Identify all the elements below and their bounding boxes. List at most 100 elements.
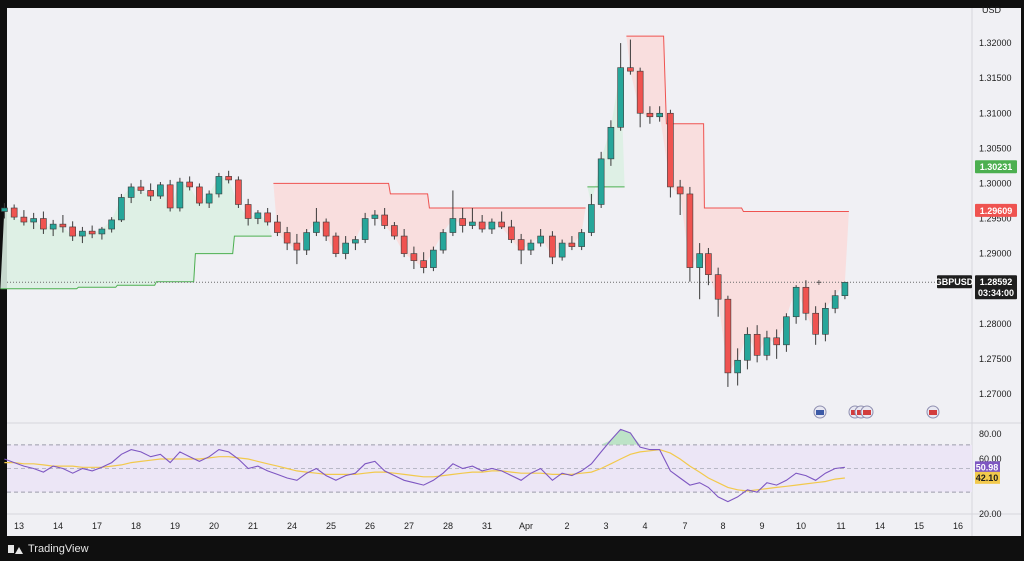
candle-body [10, 207, 18, 218]
time-tick-label: 14 [53, 521, 63, 531]
supertrend-up-value: 1.30231 [980, 162, 1013, 172]
price-tick-label: 1.31000 [979, 108, 1012, 118]
candle-body [488, 221, 496, 230]
supertrend-up-badge [975, 160, 1017, 174]
candle-body [137, 186, 145, 191]
candle-body [792, 286, 800, 318]
time-tick-label: 17 [92, 521, 102, 531]
time-tick-label: 2 [564, 521, 569, 531]
candle-body [157, 184, 164, 197]
candle-body [773, 337, 780, 346]
time-tick-label: 3 [603, 521, 608, 531]
event-flag-stripe [816, 410, 824, 415]
candle-body [449, 218, 457, 233]
candle-body [617, 67, 624, 128]
price-tick-label: 1.27500 [979, 354, 1012, 364]
candle-body [352, 239, 359, 244]
tradingview-logo-icon [8, 544, 23, 554]
time-tick-label: 4 [642, 521, 647, 531]
candle-body [118, 197, 125, 221]
candle-body [69, 226, 76, 237]
bar-countdown: 03:34:00 [978, 288, 1014, 298]
price-tick-label: 1.30500 [979, 143, 1012, 153]
candle-body [667, 112, 674, 188]
candle-body [205, 193, 213, 204]
brand-name: TradingView [28, 543, 89, 555]
candle-body [527, 242, 535, 251]
candle-body [254, 212, 262, 219]
candle-body [627, 67, 634, 72]
candle-body [656, 112, 663, 118]
supertrend-fill-1 [273, 183, 586, 268]
candle-body [558, 242, 566, 258]
event-marker-uk-icon [926, 405, 940, 419]
candle-body [186, 181, 193, 188]
candle-body [430, 249, 437, 268]
candle-body [459, 218, 466, 226]
rsi-tick-label: 80.00 [979, 429, 1002, 439]
time-tick-label: 21 [248, 521, 258, 531]
time-tick-label: 31 [482, 521, 492, 531]
supertrend-fill-2 [587, 67, 625, 205]
candle-body [831, 295, 839, 309]
time-tick-label: 28 [443, 521, 453, 531]
rsi-value-label: 50.98 [975, 461, 1000, 474]
candle-body [763, 337, 771, 356]
candle-body [636, 70, 644, 114]
supertrend-line-0 [0, 235, 272, 290]
event-marker-us-icon [813, 405, 827, 419]
time-tick-label: 18 [131, 521, 141, 531]
candle-body [215, 176, 223, 195]
candle-body [303, 232, 310, 251]
candle-body [705, 253, 712, 275]
time-tick-label: Apr [519, 521, 533, 531]
candle-body [478, 221, 486, 230]
price-tick-label: 1.27000 [979, 389, 1012, 399]
candle-body [753, 333, 761, 356]
crosshair-mark: + [816, 278, 822, 289]
footer-bar: TradingView [0, 537, 1024, 561]
candle-body [724, 298, 732, 374]
candle-body [196, 186, 203, 204]
candle-body [98, 228, 106, 235]
candle-body [381, 214, 388, 226]
candle-body [264, 212, 271, 223]
candle-body [371, 214, 379, 219]
candle-body [696, 253, 703, 268]
time-tick-label: 11 [836, 521, 845, 531]
price-tick-label: 1.30000 [979, 178, 1012, 188]
candle-body [127, 186, 135, 198]
rsi-value-badge [975, 461, 1000, 474]
rsi-ma-value-badge [975, 471, 1000, 484]
candle-body [400, 235, 408, 254]
time-tick-label: 26 [365, 521, 375, 531]
candle-body [498, 221, 505, 228]
candle-body [176, 181, 184, 209]
time-tick-label: 15 [914, 521, 924, 531]
time-tick-label: 27 [404, 521, 414, 531]
symbol-label: GBPUSD [935, 277, 974, 287]
price-axis-background [972, 8, 1021, 536]
time-tick-label: 14 [875, 521, 885, 531]
symbol-badge [937, 275, 972, 289]
candle-body [88, 230, 96, 235]
rsi-line [4, 428, 845, 503]
supertrend-down-badge [975, 203, 1017, 217]
candle-body [108, 219, 115, 230]
candle-body [549, 235, 556, 258]
candle-body [79, 230, 86, 237]
last-price-value: 1.28592 [980, 277, 1013, 287]
tradingview-logo[interactable]: TradingView [8, 543, 89, 555]
candle-body [49, 223, 57, 230]
candle-body [410, 253, 418, 261]
candle-body [391, 225, 398, 237]
price-tick-label: 1.29500 [979, 214, 1012, 224]
candle-body [517, 239, 525, 251]
time-tick-label: 9 [759, 521, 764, 531]
candle-body [293, 242, 301, 251]
candle-body [235, 179, 242, 205]
last-price-badge [975, 275, 1017, 300]
candle-body [59, 223, 67, 228]
